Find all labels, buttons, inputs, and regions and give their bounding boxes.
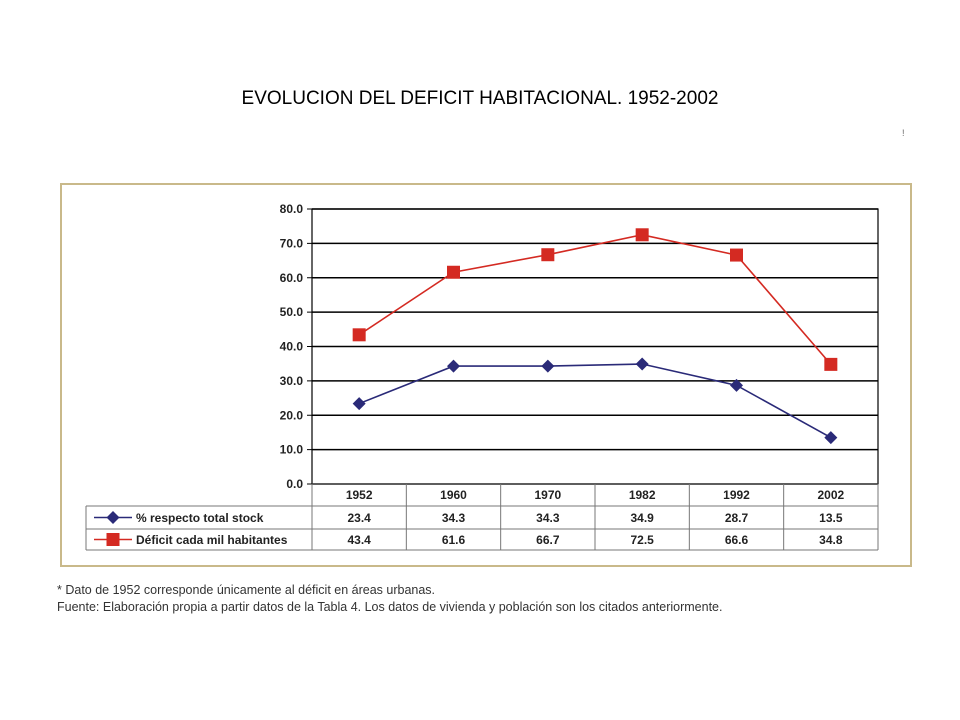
x-category-label: 2002 [817, 488, 844, 502]
x-category-label: 1952 [346, 488, 373, 502]
series-group [352, 228, 838, 445]
x-category-label: 1982 [629, 488, 656, 502]
data-table-cell: 34.9 [630, 511, 654, 525]
y-tick-label: 60.0 [280, 271, 304, 285]
page-title: EVOLUCION DEL DEFICIT HABITACIONAL. 1952… [241, 88, 719, 109]
data-point [635, 228, 649, 242]
data-point [447, 265, 460, 279]
legend-marker [106, 511, 120, 524]
data-point [447, 359, 460, 373]
x-category-label: 1960 [440, 488, 467, 502]
series-line-1 [358, 363, 832, 439]
data-table-cell: 66.7 [536, 533, 560, 547]
legend-marker [106, 533, 120, 546]
y-axis-ticks: 0.0 10.0 20.0 30.0 40.0 50.0 60.0 70.0 80.0 [280, 202, 312, 491]
legend-label: % respecto total stock [136, 511, 264, 525]
y-tick-label: 80.0 [280, 202, 304, 216]
data-point [352, 397, 366, 411]
data-point [824, 357, 838, 371]
data-table-cell: 66.6 [725, 533, 749, 547]
y-tick-label: 0.0 [286, 477, 303, 491]
y-tick-label: 40.0 [280, 340, 304, 354]
y-tick-label: 10.0 [280, 443, 304, 457]
data-table-cell: 23.4 [347, 511, 371, 525]
data-table-cell: 34.3 [442, 511, 466, 525]
data-table-cell: 61.6 [442, 533, 466, 547]
source-note: Fuente: Elaboración propia a partir dato… [57, 600, 723, 614]
y-tick-label: 70.0 [280, 236, 304, 250]
series-line-2 [358, 233, 832, 365]
data-table-cell: 34.8 [819, 533, 843, 547]
y-tick-label: 30.0 [280, 374, 304, 388]
legend-label: Déficit cada mil habitantes [136, 533, 288, 547]
data-point [730, 248, 743, 262]
data-table-cell: 72.5 [630, 533, 654, 547]
data-table-cell: 13.5 [819, 511, 843, 525]
data-point [541, 359, 555, 373]
data-point [824, 431, 838, 445]
y-tick-label: 50.0 [280, 305, 304, 319]
x-category-label: 1992 [723, 488, 750, 502]
y-tick-label: 20.0 [280, 408, 304, 422]
data-point [541, 248, 555, 262]
footnote: * Dato de 1952 corresponde únicamente al… [57, 583, 436, 597]
data-point [352, 328, 366, 342]
data-point [730, 378, 743, 392]
data-point [635, 357, 649, 371]
data-table-cell: 43.4 [347, 533, 371, 547]
x-category-label: 1970 [534, 488, 561, 502]
corner-mark: ! [902, 128, 905, 138]
data-table-cell: 28.7 [725, 511, 749, 525]
data-table: 1952 1960 1970 1982 1992 2002 % respecto total… [85, 483, 879, 551]
data-table-cell: 34.3 [536, 511, 560, 525]
